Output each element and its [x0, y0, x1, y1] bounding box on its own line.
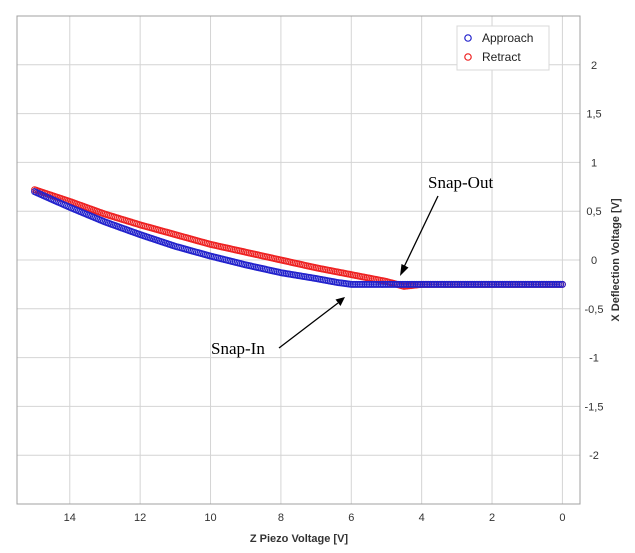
- snap-out-label: Snap-Out: [428, 173, 493, 192]
- x-tick-label: 2: [489, 512, 495, 524]
- legend-marker-retract: [464, 53, 472, 61]
- x-tick-label: 4: [419, 512, 425, 524]
- y-tick-label: -1,5: [585, 401, 604, 413]
- y-tick-label: 2: [591, 60, 597, 72]
- snap-out-arrow-head: [400, 264, 409, 276]
- snap-out-arrow-line: [403, 195, 439, 268]
- series-layer: [31, 186, 566, 290]
- x-tick-label: 14: [64, 512, 76, 524]
- snap-in-arrow-head: [335, 297, 345, 306]
- x-tick-label: 6: [348, 512, 354, 524]
- snap-out-annotation: Snap-Out: [400, 173, 493, 276]
- legend: Approach Retract: [456, 25, 550, 71]
- y-tick-label: -0,5: [585, 304, 604, 316]
- x-axis-title: Z Piezo Voltage [V]: [250, 533, 349, 545]
- plot-border: [16, 15, 581, 505]
- snap-in-arrow-line: [278, 302, 339, 349]
- x-tick-label: 12: [134, 512, 146, 524]
- data-point: [558, 280, 566, 288]
- legend-box: [456, 25, 550, 71]
- y-tick-label: 1: [591, 157, 597, 169]
- legend-marker-approach: [464, 34, 472, 42]
- legend-label-retract: Retract: [482, 50, 521, 64]
- x-tick-label: 8: [278, 512, 284, 524]
- series-approach: [31, 188, 566, 288]
- snap-in-label: Snap-In: [211, 339, 265, 358]
- y-tick-label: 0: [591, 255, 597, 267]
- snap-in-annotation: Snap-In: [211, 297, 345, 358]
- y-axis-title: X Deflection Voltage [V]: [610, 198, 622, 322]
- x-tick-label: 10: [204, 512, 216, 524]
- y-tick-label: 1,5: [586, 109, 601, 121]
- legend-label-approach: Approach: [482, 31, 533, 45]
- y-tick-label: 0,5: [586, 206, 601, 218]
- tick-labels: 14 12 10 8 6 4 2 0 2 1,5 1 0,5 0 -0,5 -1 -1,5 -2: [64, 60, 604, 524]
- grid: [17, 16, 580, 504]
- y-tick-label: -2: [589, 450, 599, 462]
- x-tick-label: 0: [559, 512, 565, 524]
- y-tick-label: -1: [589, 353, 599, 365]
